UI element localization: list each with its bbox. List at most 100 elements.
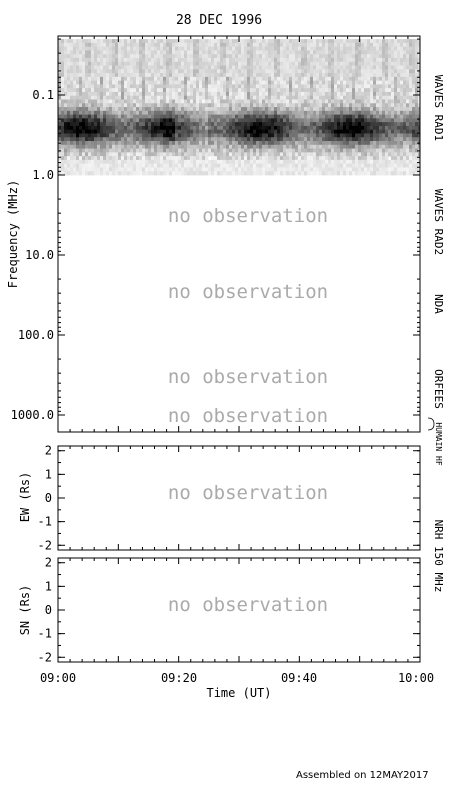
spectrum-cell <box>61 84 65 89</box>
spectrum-cell <box>340 88 344 93</box>
spectrum-cell <box>388 159 392 165</box>
spectrum-cell <box>271 69 275 74</box>
spectrum-cell <box>61 144 65 149</box>
spectrum-cell <box>166 144 170 149</box>
spectrum-cell <box>418 57 420 63</box>
spectrum-cell <box>121 42 125 48</box>
spectrum-cell <box>262 39 266 44</box>
spectrum-cell <box>163 141 167 146</box>
spectrum-cell <box>217 148 221 153</box>
spectrum-cell <box>355 61 359 66</box>
spectrum-cell <box>367 114 371 119</box>
spectrum-cell <box>103 61 107 66</box>
spectrum-cell <box>202 125 206 131</box>
spectrum-cell <box>178 148 182 153</box>
spectrum-cell <box>415 122 419 127</box>
spectrum-cell <box>208 114 212 119</box>
spectrum-cell <box>157 125 161 131</box>
spectrum-cell <box>373 80 377 85</box>
spectrum-cell <box>124 159 128 165</box>
spectrum-cell <box>148 103 152 108</box>
spectrum-cell <box>160 133 164 138</box>
spectrum-cell <box>364 95 368 100</box>
spectrum-cell <box>151 141 155 146</box>
spectrum-cell <box>331 42 335 48</box>
spectrum-cell <box>112 167 116 172</box>
spectrum-cell <box>91 167 95 172</box>
spectrum-cell <box>394 91 398 97</box>
spectrum-cell <box>91 95 95 100</box>
spectrum-cell <box>181 39 185 44</box>
spectrum-cell <box>334 57 338 63</box>
spectrum-cell <box>211 61 215 66</box>
spectrum-cell <box>256 42 260 48</box>
spectrum-cell <box>217 84 221 89</box>
spectrum-cell <box>322 110 326 115</box>
spectrum-cell <box>403 57 407 63</box>
spectrum-cell <box>262 65 266 70</box>
spectrum-cell <box>106 103 110 108</box>
spectrum-cell <box>412 171 416 176</box>
spectrum-cell <box>217 156 221 161</box>
spectrum-cell <box>244 159 248 165</box>
spectrum-cell <box>283 156 287 161</box>
spectrum-cell <box>313 73 317 78</box>
spectrum-cell <box>280 69 284 74</box>
spectrum-cell <box>217 57 221 63</box>
spectrum-cell <box>229 152 233 157</box>
spectrum-cell <box>253 39 257 44</box>
spectrum-cell <box>379 54 383 59</box>
spectrum-cell <box>253 57 257 63</box>
spectrum-cell <box>343 65 347 70</box>
spectrum-cell <box>181 91 185 97</box>
spectrum-cell <box>136 65 140 70</box>
spectrum-cell <box>334 95 338 100</box>
spectrum-cell <box>373 114 377 119</box>
spectrum-cell <box>169 137 173 142</box>
spectrum-cell <box>319 65 323 70</box>
spectrum-cell <box>262 91 266 97</box>
spectrum-cell <box>310 129 314 134</box>
spectrum-cell <box>235 95 239 100</box>
spectrum-cell <box>223 50 227 55</box>
spectrum-cell <box>103 125 107 131</box>
spectrum-cell <box>370 80 374 85</box>
spectrum-cell <box>139 167 143 172</box>
spectrum-cell <box>400 80 404 85</box>
spectrum-cell <box>85 80 89 85</box>
spectrum-cell <box>304 50 308 55</box>
spectrum-cell <box>352 171 356 176</box>
spectrum-cell <box>76 125 80 131</box>
spectrum-cell <box>283 46 287 51</box>
spectrum-cell <box>391 42 395 48</box>
spectrum-cell <box>253 110 257 115</box>
spectrum-cell <box>385 125 389 131</box>
spectrum-cell <box>133 57 137 63</box>
spectrum-cell <box>235 152 239 157</box>
spectrum-cell <box>106 73 110 78</box>
spectrum-cell <box>358 144 362 149</box>
spectrum-cell <box>256 73 260 78</box>
spectrum-cell <box>334 73 338 78</box>
spectrum-cell <box>349 148 353 153</box>
spectrum-cell <box>364 99 368 104</box>
spectrum-cell <box>181 171 185 176</box>
spectrum-cell <box>283 39 287 44</box>
spectrum-cell <box>205 80 209 85</box>
spectrum-cell <box>214 107 218 112</box>
spectrum-cell <box>82 91 86 97</box>
spectrum-cell <box>97 129 101 134</box>
spectrum-cell <box>205 54 209 59</box>
spectrum-cell <box>241 159 245 165</box>
spectrum-cell <box>307 125 311 131</box>
spectrum-cell <box>82 129 86 134</box>
spectrum-cell <box>148 167 152 172</box>
spectrum-cell <box>352 65 356 70</box>
spectrum-cell <box>361 159 365 165</box>
spectrum-cell <box>169 110 173 115</box>
spectrum-cell <box>325 122 329 127</box>
spectrum-cell <box>385 95 389 100</box>
spectrum-cell <box>385 91 389 97</box>
spectrum-cell <box>61 91 65 97</box>
spectrum-cell <box>388 91 392 97</box>
